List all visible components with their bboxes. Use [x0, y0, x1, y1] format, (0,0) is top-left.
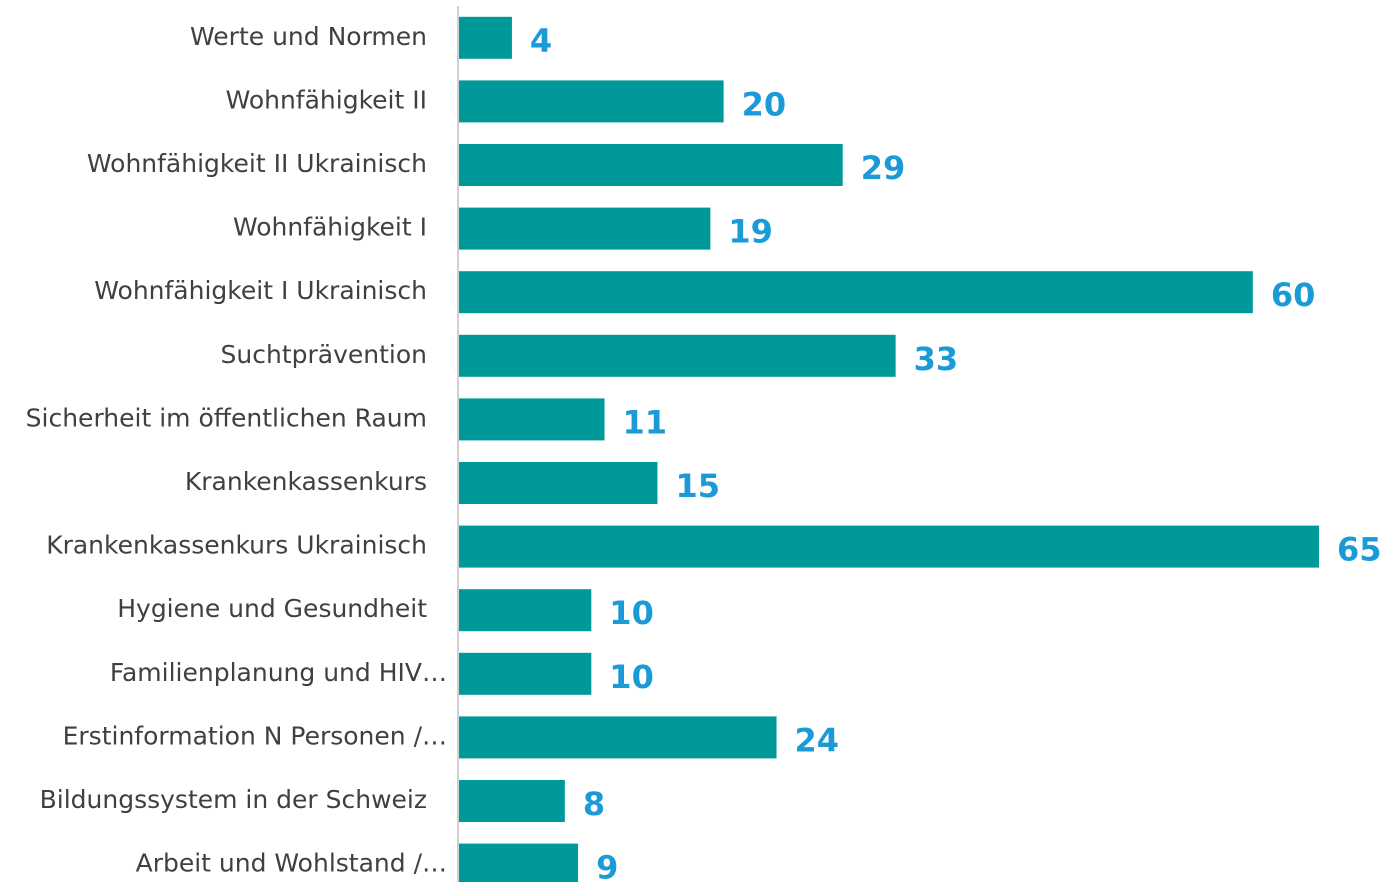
bar [459, 462, 658, 504]
category-label: Wohnfähigkeit I Ukrainisch [94, 276, 427, 305]
bar [459, 843, 579, 882]
value-label: 8 [583, 785, 605, 823]
bar [459, 589, 592, 632]
category-label: Wohnfähigkeit II Ukrainisch [87, 149, 427, 178]
bar [459, 16, 512, 59]
category-label: Suchtprävention [221, 340, 427, 369]
value-label: 9 [596, 849, 618, 882]
value-label: 4 [530, 22, 552, 60]
value-label: 33 [914, 340, 959, 378]
value-label: 60 [1271, 276, 1316, 314]
value-label: 15 [675, 467, 720, 505]
category-label: Wohnfähigkeit I [233, 213, 427, 242]
category-label: Arbeit und Wohlstand /… [136, 849, 447, 878]
bar [459, 398, 605, 441]
value-label: 20 [742, 85, 787, 123]
value-label: 24 [795, 721, 840, 759]
bar [459, 716, 777, 759]
bar [459, 207, 711, 250]
bar [459, 271, 1253, 314]
category-label: Bildungssystem in der Schweiz [40, 785, 427, 814]
category-label: Krankenkassenkurs Ukrainisch [46, 531, 427, 560]
category-label: Familienplanung und HIV… [110, 658, 447, 687]
value-label: 10 [609, 658, 654, 696]
bar [459, 780, 565, 822]
value-label: 11 [623, 403, 668, 441]
value-label: 29 [861, 149, 906, 187]
bar [459, 525, 1319, 568]
category-label: Erstinformation N Personen /… [63, 721, 447, 750]
category-label: Sicherheit im öffentlichen Raum [26, 403, 427, 432]
bar [459, 652, 592, 695]
bar [459, 144, 843, 186]
category-label: Wohnfähigkeit II [226, 85, 427, 114]
value-label: 10 [609, 594, 654, 632]
category-label: Krankenkassenkurs [185, 467, 427, 496]
value-label: 19 [728, 213, 773, 251]
category-label: Werte und Normen [190, 22, 427, 51]
bar [459, 80, 724, 123]
bar [459, 334, 896, 377]
value-label: 65 [1337, 531, 1381, 569]
category-label: Hygiene und Gesundheit [117, 594, 427, 623]
